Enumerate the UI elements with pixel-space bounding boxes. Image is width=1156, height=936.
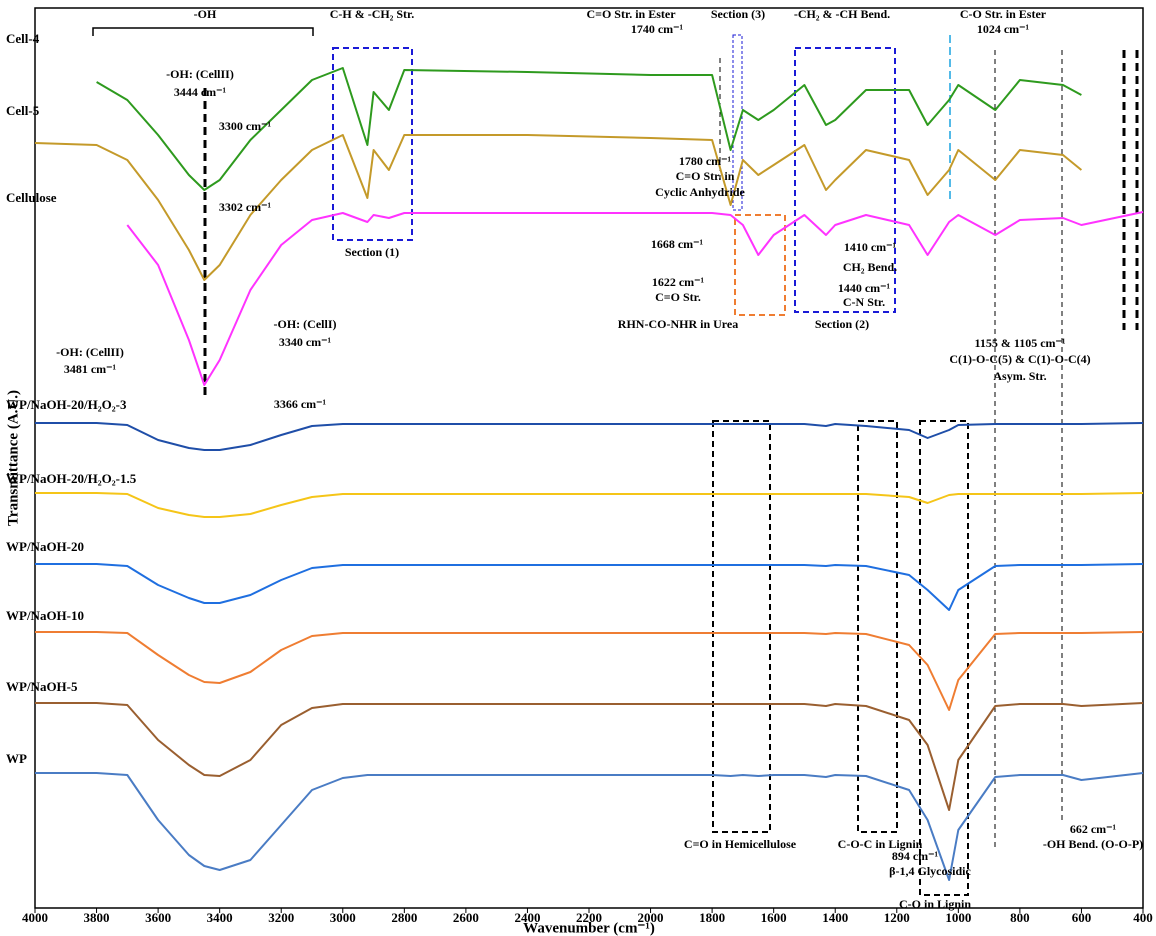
urea-box <box>734 214 786 316</box>
annotation: 3444 cm⁻¹ <box>174 85 227 99</box>
annotation: 662 cm⁻¹ <box>1070 822 1117 836</box>
series-line <box>35 422 1144 451</box>
annotation: Section (3) <box>711 7 765 21</box>
series-line <box>35 492 1144 518</box>
series-line <box>35 563 1144 611</box>
annotation: C-O-C in Lignin <box>838 837 923 851</box>
annotation: 3366 cm⁻¹ <box>274 397 327 411</box>
x-tick-label: 2600 <box>453 910 479 925</box>
x-tick-label: 400 <box>1133 910 1153 925</box>
annotation: RHN-CO-NHR in Urea <box>618 317 738 331</box>
annotation: 1024 cm⁻¹ <box>977 22 1030 36</box>
annotation: C=O Str. in <box>676 169 735 183</box>
annotation: 1410 cm⁻¹ <box>844 240 897 254</box>
series-line <box>35 631 1144 711</box>
annotation: Cyclic Anhydride <box>655 185 745 199</box>
annotation: 3481 cm⁻¹ <box>64 362 117 376</box>
x-tick-label: 1200 <box>884 910 910 925</box>
y-axis-title: Transmittance (A.U.) <box>5 390 21 526</box>
annotation: 1622 cm⁻¹ <box>652 275 705 289</box>
annotation: 3300 cm⁻¹ <box>219 119 272 133</box>
x-tick-label: 800 <box>1010 910 1030 925</box>
annotation: 3340 cm⁻¹ <box>279 335 332 349</box>
series-label: WP/NaOH-20 <box>6 539 84 554</box>
annotation: 1668 cm⁻¹ <box>651 237 704 251</box>
x-tick-label: 1000 <box>945 910 971 925</box>
annotation: 1780 cm⁻¹ <box>679 154 732 168</box>
band-box <box>712 420 771 833</box>
annotation: 1740 cm⁻¹ <box>631 22 684 36</box>
series-label: WP/NaOH-10 <box>6 608 84 623</box>
annotation: Section (1) <box>345 245 399 259</box>
x-tick-label: 3800 <box>84 910 110 925</box>
annotation: 1440 cm⁻¹ <box>838 281 891 295</box>
series-line <box>126 211 1144 386</box>
annotation: C-N Str. <box>843 295 885 309</box>
series-line <box>35 772 1144 881</box>
x-tick-label: 3600 <box>145 910 171 925</box>
annotation: Section (2) <box>815 317 869 331</box>
annotation: -OH <box>194 7 217 21</box>
annotation: -OH: (CellI) <box>274 317 337 331</box>
annotation: 3302 cm⁻¹ <box>219 200 272 214</box>
series-label: Cell-4 <box>6 31 40 46</box>
annotation: 1155 & 1105 cm⁻¹ <box>975 336 1066 350</box>
series-line <box>96 67 1082 191</box>
x-tick-label: 2800 <box>391 910 417 925</box>
series-label: WP/NaOH-5 <box>6 679 78 694</box>
series-label: Cell-5 <box>6 103 40 118</box>
x-axis-title: Wavenumber (cm⁻¹) <box>523 920 655 936</box>
series-line <box>35 702 1144 811</box>
annotation: -CH₂ & -CH Bend. <box>794 7 890 21</box>
x-tick-label: 1600 <box>761 910 787 925</box>
series-label: Cellulose <box>6 190 57 205</box>
annotation: -OH Bend. (O-O-P) <box>1043 837 1143 851</box>
oh-bracket <box>92 27 314 36</box>
series-label: WP/NaOH-20/H₂O₂-1.5 <box>6 471 137 486</box>
annotation: C=O in Hemicellulose <box>684 837 797 851</box>
annotation: -OH: (CellII) <box>56 345 124 359</box>
annotation: C-O Str. in Ester <box>960 7 1047 21</box>
annotation: CH₂ Bend. <box>843 260 897 274</box>
section-box <box>794 47 896 313</box>
annotation: C=O Str. in Ester <box>586 7 676 21</box>
section-box <box>332 47 413 241</box>
x-tick-label: 600 <box>1072 910 1092 925</box>
series-label: WP <box>6 751 27 766</box>
section-box <box>732 34 743 211</box>
x-tick-label: 3400 <box>207 910 233 925</box>
x-tick-label: 2400 <box>514 910 540 925</box>
band-box <box>857 420 898 833</box>
annotation: C-O in Lignin <box>899 897 971 911</box>
x-tick-label: 3000 <box>330 910 356 925</box>
x-tick-label: 1800 <box>699 910 725 925</box>
series-label: WP/NaOH-20/H₂O₂-3 <box>6 397 127 412</box>
x-tick-label: 4000 <box>22 910 48 925</box>
annotation: 894 cm⁻¹ <box>892 849 939 863</box>
x-tick-label: 1400 <box>822 910 848 925</box>
x-tick-label: 2200 <box>576 910 602 925</box>
annotation: β-1,4 Glycosidic <box>889 864 971 878</box>
series-line <box>34 134 1083 281</box>
annotation: C=O Str. <box>655 290 701 304</box>
annotation: C-H & -CH₂ Str. <box>330 7 414 21</box>
annotation-shapes <box>92 27 1139 896</box>
annotation: -OH: (CellII) <box>166 67 234 81</box>
band-box <box>919 420 969 896</box>
annotation: Asym. Str. <box>993 369 1046 383</box>
x-tick-label: 3200 <box>268 910 294 925</box>
annotation: C(1)-O-C(5) & C(1)-O-C(4) <box>949 352 1090 366</box>
x-tick-label: 2000 <box>638 910 664 925</box>
